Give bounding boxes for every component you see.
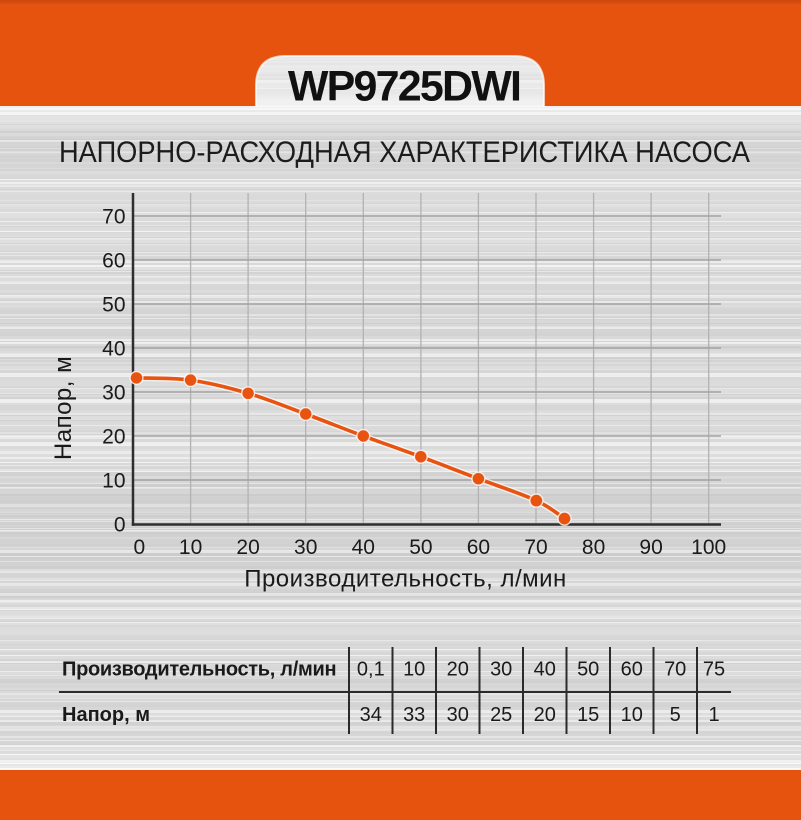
svg-text:30: 30 — [447, 704, 469, 726]
svg-text:70: 70 — [102, 206, 125, 229]
svg-text:0: 0 — [133, 536, 145, 559]
svg-text:5: 5 — [670, 704, 681, 726]
svg-text:20: 20 — [236, 536, 259, 559]
svg-text:10: 10 — [621, 704, 643, 726]
svg-text:30: 30 — [294, 536, 317, 559]
svg-text:10: 10 — [102, 470, 125, 493]
svg-text:60: 60 — [102, 250, 125, 273]
svg-text:33: 33 — [403, 704, 425, 726]
svg-text:1: 1 — [708, 704, 719, 726]
svg-text:Напор, м: Напор, м — [50, 356, 77, 460]
svg-text:Производительность, л/мин: Производительность, л/мин — [244, 566, 567, 593]
svg-text:20: 20 — [534, 704, 556, 726]
svg-text:40: 40 — [352, 536, 375, 559]
svg-text:20: 20 — [102, 426, 125, 449]
svg-text:30: 30 — [102, 382, 125, 405]
svg-text:10: 10 — [403, 659, 425, 681]
svg-text:Напор, м: Напор, м — [62, 704, 150, 726]
svg-text:75: 75 — [703, 659, 725, 681]
svg-text:70: 70 — [524, 536, 547, 559]
svg-text:0: 0 — [114, 514, 126, 537]
svg-text:70: 70 — [664, 659, 686, 681]
svg-text:60: 60 — [467, 536, 490, 559]
svg-text:40: 40 — [534, 659, 556, 681]
svg-text:90: 90 — [639, 536, 662, 559]
svg-text:50: 50 — [102, 294, 125, 317]
svg-text:Производительность, л/мин: Производительность, л/мин — [62, 659, 336, 681]
svg-text:15: 15 — [577, 704, 599, 726]
svg-text:34: 34 — [360, 704, 382, 726]
svg-text:0,1: 0,1 — [357, 659, 385, 681]
svg-text:WP9725DWI: WP9725DWI — [288, 63, 520, 111]
svg-text:50: 50 — [409, 536, 432, 559]
svg-text:30: 30 — [490, 659, 512, 681]
svg-text:80: 80 — [582, 536, 605, 559]
svg-text:20: 20 — [447, 659, 469, 681]
svg-text:60: 60 — [621, 659, 643, 681]
svg-text:40: 40 — [102, 338, 125, 361]
svg-text:100: 100 — [691, 536, 726, 559]
svg-text:50: 50 — [577, 659, 599, 681]
svg-text:25: 25 — [490, 704, 512, 726]
svg-text:10: 10 — [179, 536, 202, 559]
svg-text:НАПОРНО-РАСХОДНАЯ ХАРАКТЕРИСТИ: НАПОРНО-РАСХОДНАЯ ХАРАКТЕРИСТИКА НАСОСА — [59, 136, 750, 169]
